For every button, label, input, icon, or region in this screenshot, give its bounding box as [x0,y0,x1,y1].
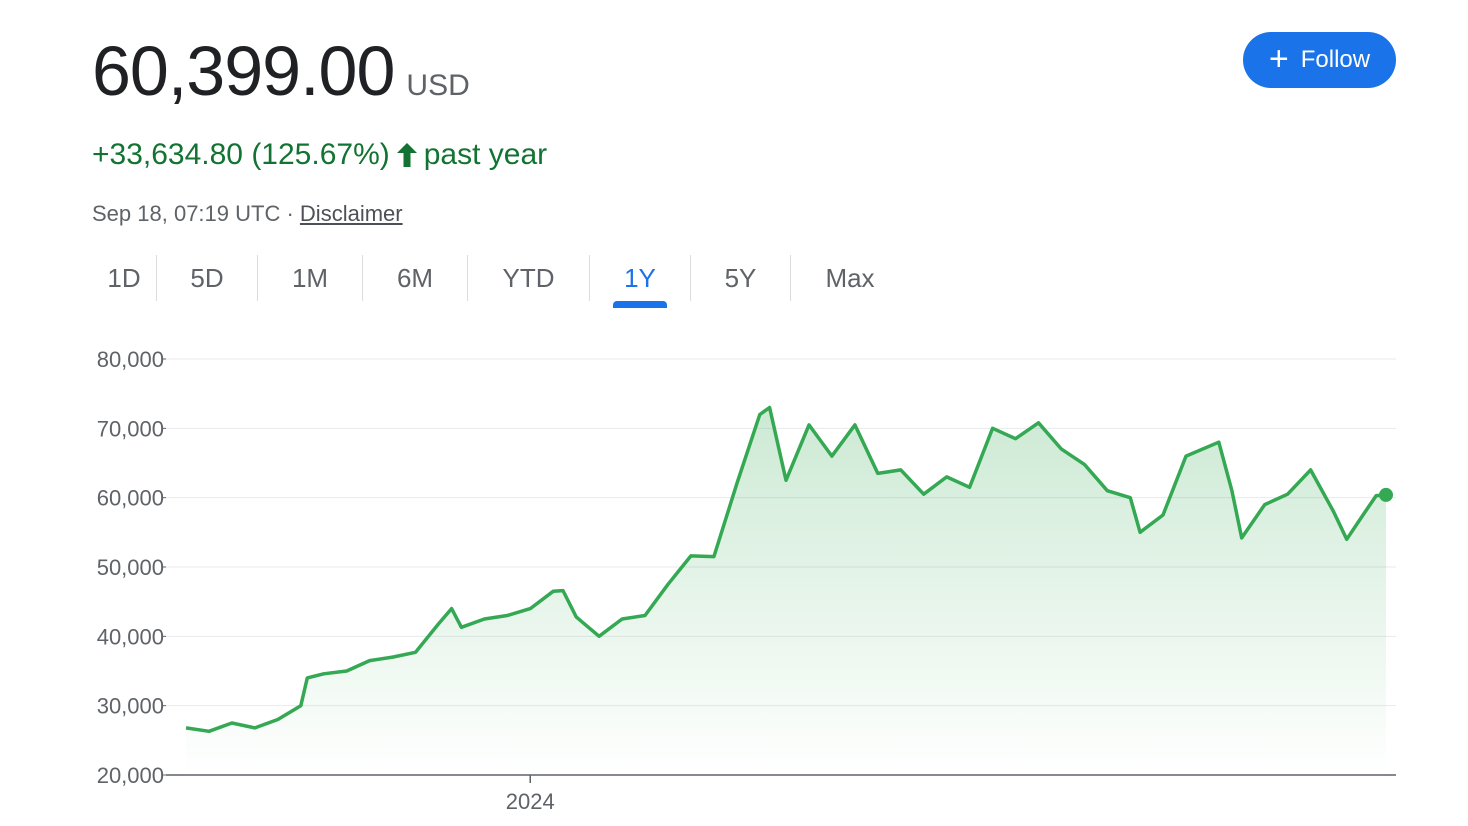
tab-label: 5Y [724,262,757,293]
y-tick-label: 20,000 [97,763,164,788]
tab-divider [467,255,468,301]
tab-6m[interactable]: 6M [363,254,467,302]
y-tick-label: 70,000 [97,416,164,441]
x-axis-ticks: 2024 [506,775,555,814]
plus-icon: + [1268,39,1289,78]
tab-1m[interactable]: 1M [258,254,362,302]
tab-label: 5D [190,262,224,293]
change-value: +33,634.80 (125.67%) [92,138,390,171]
tab-divider [156,255,157,301]
current-price-marker [1379,487,1393,502]
tab-label: Max [825,262,875,293]
tab-ytd[interactable]: YTD [468,254,589,302]
range-tabs: 1D 5D 1M 6M YTD 1Y 5Y Max [92,254,909,310]
y-tick-label: 60,000 [97,486,164,511]
x-tick-label: 2024 [506,789,555,814]
y-tick-label: 40,000 [97,624,164,649]
follow-label: Follow [1300,46,1371,73]
y-axis-labels: 80,000 70,000 60,000 50,000 40,000 30,000 20,0… [97,347,164,788]
tab-label: 1Y [624,262,656,293]
tab-divider [790,255,791,301]
active-tab-indicator [613,301,667,308]
disclaimer-link[interactable]: Disclaimer [299,201,403,226]
change-period: past year [423,138,548,171]
tab-5d[interactable]: 5D [157,254,257,302]
quote-meta: Sep 18, 07:19 UTC · Disclaimer [92,201,403,227]
tab-label: 6M [396,262,434,293]
tab-label: YTD [502,262,555,293]
follow-button[interactable]: + Follow [1243,32,1396,88]
y-tick-label: 30,000 [97,694,164,719]
tab-1d[interactable]: 1D [92,254,156,302]
tab-divider [690,255,691,301]
price-area [186,407,1386,775]
price-change: +33,634.80 (125.67%) past year [92,138,547,172]
tab-divider [589,255,590,301]
price-line [185,405,1387,734]
tab-label: 1D [107,262,141,293]
tab-1y[interactable]: 1Y [590,254,690,308]
price-header: 60,399.00 USD [92,36,470,106]
tab-divider [257,255,258,301]
tab-label: 1M [291,262,329,293]
price-chart[interactable]: 80,000 70,000 60,000 50,000 40,000 30,000 20,0… [0,330,1468,826]
tab-5y[interactable]: 5Y [691,254,790,302]
current-price: 60,399.00 [92,32,395,110]
tab-max[interactable]: Max [791,254,909,302]
timestamp: Sep 18, 07:19 UTC [92,201,281,226]
currency-label: USD [406,69,470,102]
y-tick-label: 50,000 [97,555,164,580]
y-tick-label: 80,000 [97,347,164,372]
meta-separator: · [286,201,294,226]
arrow-up-icon [396,142,418,168]
tab-divider [362,255,363,301]
